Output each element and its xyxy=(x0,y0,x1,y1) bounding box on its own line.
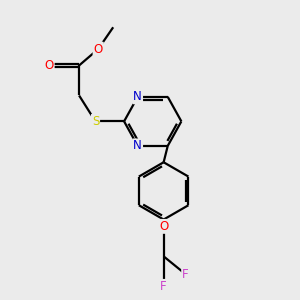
Text: S: S xyxy=(92,115,99,128)
Text: O: O xyxy=(94,43,103,56)
Text: F: F xyxy=(160,280,167,293)
Text: N: N xyxy=(134,140,142,152)
Text: F: F xyxy=(182,268,189,281)
Text: O: O xyxy=(44,59,54,72)
Text: O: O xyxy=(159,220,168,233)
Text: N: N xyxy=(134,90,142,103)
